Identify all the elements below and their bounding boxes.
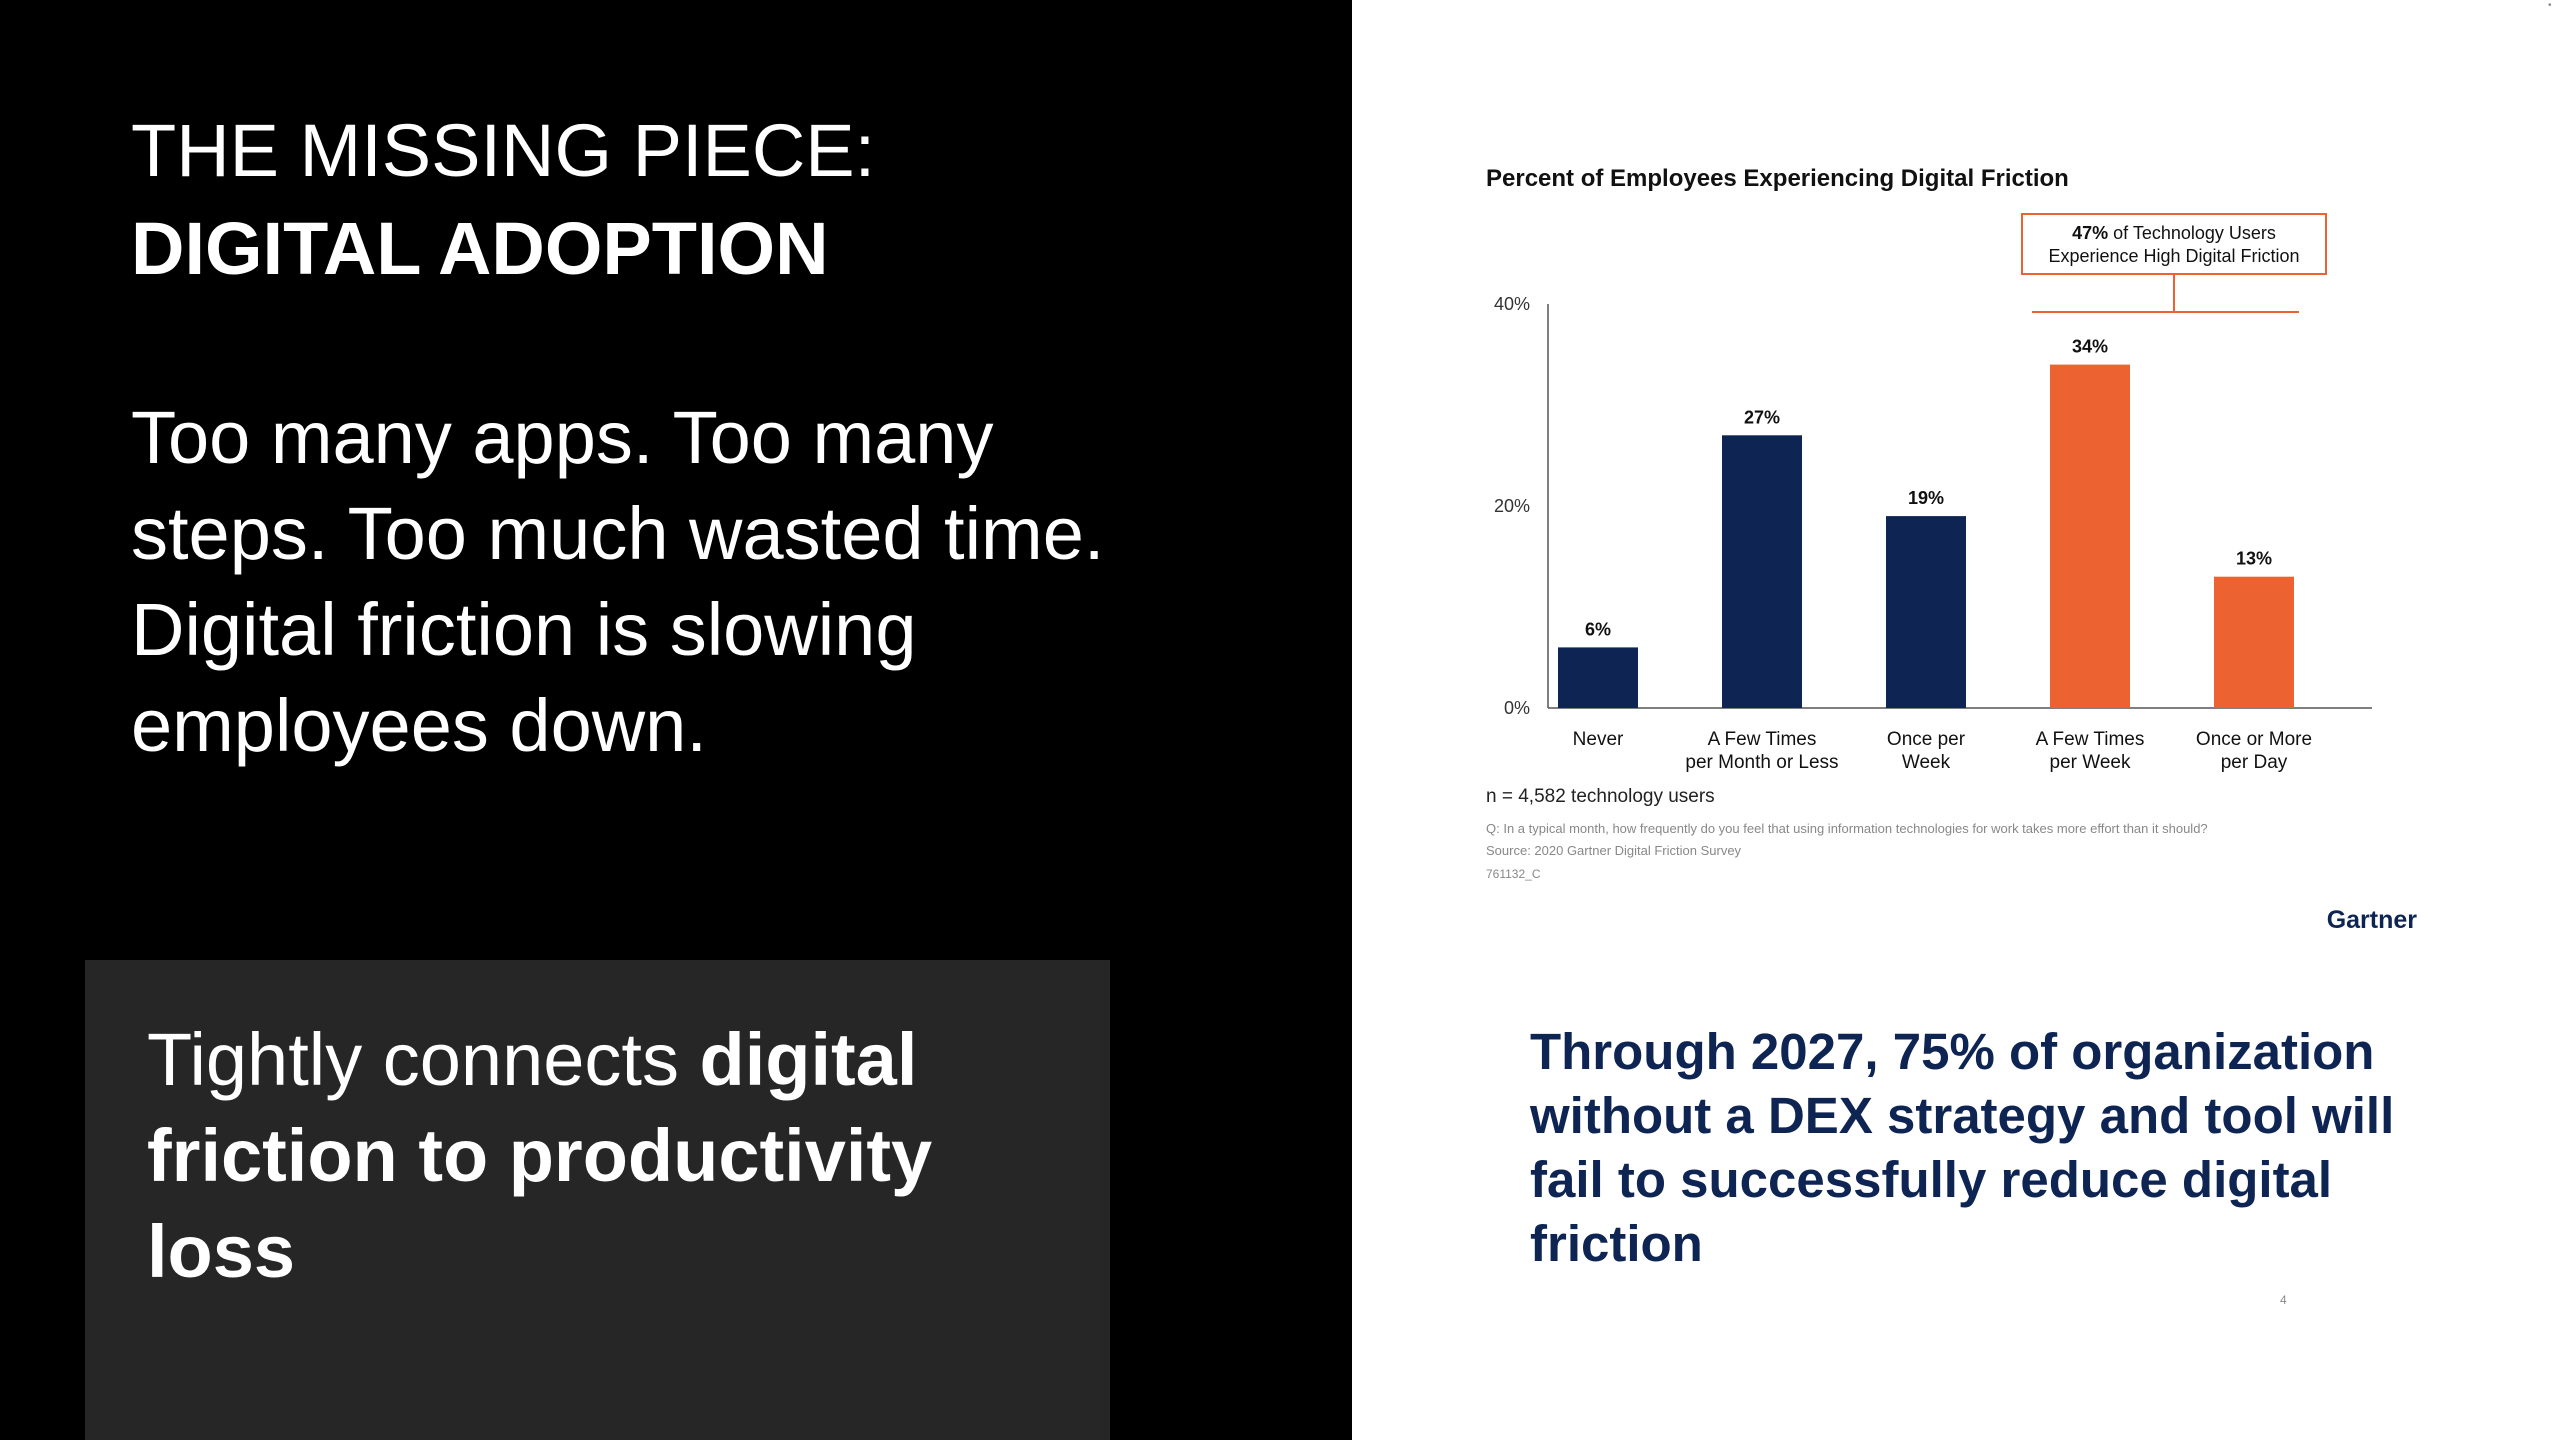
callout-text: Tightly connects digital friction to pro…	[147, 1012, 1047, 1300]
bar-value-label: 19%	[1908, 488, 1944, 508]
bars	[1558, 364, 2294, 708]
annotation-line-1: 47% of Technology Users	[2072, 223, 2276, 243]
data-labels: 6% 27% 19% 34% 13%	[1585, 337, 2272, 640]
slide-title: THE MISSING PIECE: DIGITAL ADOPTION	[131, 102, 1231, 298]
category-label: Once per	[1887, 729, 1966, 750]
sample-size-note: n = 4,582 technology users	[1486, 786, 1715, 807]
slide-body-text: Too many apps. Too many steps. Too much …	[131, 396, 1105, 767]
y-tick-label: 40%	[1494, 294, 1530, 314]
title-line-1: THE MISSING PIECE:	[131, 109, 876, 192]
annotation-percent: 47%	[2072, 223, 2108, 243]
category-label: A Few Times	[2036, 729, 2145, 750]
bar	[1722, 435, 1802, 708]
category-label: per Day	[2221, 752, 2288, 773]
title-line-2: DIGITAL ADOPTION	[131, 207, 829, 290]
category-label: A Few Times	[1708, 729, 1817, 750]
bar	[1886, 516, 1966, 708]
y-tick-label: 20%	[1494, 496, 1530, 516]
callout-box: Tightly connects digital friction to pro…	[85, 960, 1110, 1440]
bar-value-label: 34%	[2072, 337, 2108, 357]
page-number: 4	[2280, 1293, 2287, 1307]
category-label: Week	[1902, 752, 1951, 773]
annotation-line-1-rest: of Technology Users	[2108, 223, 2276, 243]
corner-mark: •	[2548, 0, 2552, 11]
bar	[2050, 364, 2130, 708]
source-note: Source: 2020 Gartner Digital Friction Su…	[1486, 843, 1742, 858]
y-tick-label: 0%	[1504, 698, 1530, 718]
gartner-logo: Gartner	[2327, 906, 2418, 934]
figure-id-note: 761132_C	[1486, 867, 1541, 881]
bar	[2214, 576, 2294, 708]
question-note: Q: In a typical month, how frequently do…	[1486, 821, 2208, 836]
callout-normal-text: Tightly connects	[147, 1018, 700, 1101]
chart-title: Percent of Employees Experiencing Digita…	[1486, 165, 2069, 192]
bar-value-label: 27%	[1744, 407, 1780, 427]
category-label: Once or More	[2196, 729, 2312, 750]
bar	[1558, 647, 1638, 708]
category-label: Never	[1573, 729, 1624, 750]
category-label: per Month or Less	[1685, 752, 1838, 773]
digital-friction-chart: Percent of Employees Experiencing Digita…	[1486, 165, 2418, 934]
left-panel: THE MISSING PIECE: DIGITAL ADOPTION Too …	[0, 0, 1352, 1440]
callout-bold-text: digital friction to productivity loss	[147, 1018, 933, 1293]
bar-value-label: 13%	[2236, 549, 2272, 569]
annotation-box	[2021, 213, 2327, 275]
annotation-callout: 47% of Technology Users Experience High D…	[2021, 213, 2327, 313]
category-label: per Week	[2050, 752, 2131, 773]
annotation-line-2: Experience High Digital Friction	[2048, 246, 2299, 266]
bar-value-label: 6%	[1585, 619, 1611, 639]
prediction-statement: Through 2027, 75% of organization withou…	[1530, 1023, 2395, 1272]
